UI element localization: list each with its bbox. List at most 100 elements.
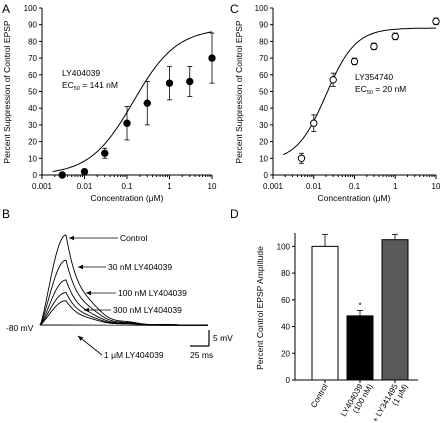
c-x-tick-label: 0.01	[306, 182, 322, 191]
a-ec50-value: = 141 nM	[80, 80, 118, 90]
d-bar	[346, 315, 374, 381]
b-scale-mv: 5 mV	[213, 333, 233, 343]
b-baseline-label: -80 mV	[6, 323, 34, 333]
a-y-tick-label: 30	[28, 121, 37, 130]
a-y-tick-label: 60	[28, 71, 37, 80]
panel-a-chart: 0 10 20 30 40 50 60 70 80 90 100 0.001 0.01 0.1 1 10 C…	[2, 4, 217, 203]
a-y-axis-label: Percent Suppression of Control EPSP	[2, 20, 12, 163]
a-data-point	[58, 171, 66, 179]
d-y-axis-label: Percent Control EPSP Amplitude	[255, 246, 265, 370]
c-y-tick-label: 20	[259, 138, 268, 147]
b-arrowhead	[78, 264, 83, 270]
c-y-tick-label: 90	[259, 21, 268, 30]
c-data-point	[350, 57, 359, 66]
d-y-tick-label: 20	[281, 349, 290, 358]
a-x-axis-label: Concentration (μM)	[91, 193, 164, 203]
a-y-tick-label: 20	[28, 138, 37, 147]
c-y-tick-label: 50	[259, 88, 268, 97]
c-y-tick-label: 40	[259, 104, 268, 113]
b-label-control: Control	[120, 233, 148, 243]
c-y-tick-label: 60	[259, 71, 268, 80]
c-data-point	[310, 119, 318, 127]
c-x-tick-label: 0.1	[349, 182, 361, 191]
b-label-300nm: 300 nM LY404039	[113, 305, 182, 315]
c-y-tick-label: 80	[259, 37, 268, 46]
a-y-tick-label: 0	[33, 171, 38, 180]
c-y-tick-label: 70	[259, 54, 268, 63]
c-compound-label: LY354740	[355, 72, 393, 82]
a-x-tick-label: 0.1	[121, 182, 133, 191]
d-y-tick-label: 80	[281, 269, 290, 278]
d-y-tick-label: 40	[281, 323, 290, 332]
b-epsp-trace	[39, 300, 208, 326]
c-data-point	[391, 32, 399, 41]
b-arrowhead	[86, 290, 91, 296]
c-y-tick-label: 100	[255, 4, 269, 13]
d-y-tick-label: 0	[286, 376, 291, 385]
d-bar	[381, 239, 409, 381]
a-x-tick-label: 0.001	[32, 182, 53, 191]
a-data-point	[143, 99, 151, 107]
b-scale-ms: 25 ms	[190, 350, 213, 360]
a-data-point	[101, 149, 109, 157]
panel-c-chart: 0 10 20 30 40 50 60 70 80 90 100 0.001 0.01 0.1 1 10 C…	[234, 4, 440, 203]
panel-b-traces: -80 mV Control 30 nM LY404039 100 nM LY4…	[6, 233, 233, 360]
a-y-tick-label: 50	[28, 88, 37, 97]
b-arrowhead	[69, 235, 74, 241]
c-data-point	[329, 76, 337, 84]
c-x-tick-label: 10	[432, 182, 440, 191]
a-y-tick-label: 100	[24, 4, 38, 13]
c-x-tick-label: 1	[393, 182, 398, 191]
d-bar	[311, 245, 339, 381]
c-ec50-ec: EC	[355, 84, 367, 94]
panel-c-label: C	[230, 2, 239, 16]
c-ec50-sub: 50	[367, 90, 373, 96]
a-ec50-ec: EC	[62, 80, 74, 90]
a-data-point	[80, 167, 89, 176]
b-label-100nm: 100 nM LY404039	[118, 288, 187, 298]
a-x-tick-label: 10	[208, 182, 217, 191]
a-data-point	[208, 54, 216, 62]
c-x-axis-label: Concentration (μM)	[318, 193, 391, 203]
panel-a-label: A	[2, 2, 10, 16]
b-arrowhead	[78, 336, 84, 341]
c-data-point	[370, 42, 378, 51]
c-x-tick-label: 0.001	[263, 182, 284, 191]
c-data-point	[432, 17, 440, 26]
a-fit-curve	[52, 31, 213, 172]
c-y-tick-label: 10	[259, 154, 268, 163]
d-category-label: Control	[309, 382, 330, 409]
a-y-tick-label: 10	[28, 154, 37, 163]
a-ec50-sub: 50	[74, 86, 80, 92]
b-label-30nm: 30 nM LY404039	[108, 262, 172, 272]
b-arrowhead	[84, 307, 89, 313]
a-y-tick-label: 40	[28, 104, 37, 113]
b-baseline	[39, 324, 209, 326]
b-label-arrow	[77, 335, 103, 356]
a-data-point	[186, 77, 194, 86]
c-data-point	[297, 154, 306, 163]
a-y-tick-label: 80	[28, 37, 37, 46]
c-ec50-label: EC50 = 20 nM	[355, 84, 406, 96]
panel-b-label: B	[2, 207, 10, 221]
c-y-tick-label: 0	[264, 171, 269, 180]
b-label-1um: 1 μM LY404039	[104, 350, 164, 360]
panel-d-label: D	[230, 207, 239, 221]
d-significance-star: *	[358, 302, 361, 311]
a-compound-label: LY404039	[62, 68, 100, 78]
a-ec50-label: EC50 = 141 nM	[62, 80, 118, 92]
c-ec50-value: = 20 nM	[373, 84, 406, 94]
d-y-tick-label: 100	[277, 242, 291, 251]
c-y-axis-label: Percent Suppression of Control EPSP	[234, 20, 244, 163]
a-x-tick-label: 1	[167, 182, 172, 191]
a-data-point	[165, 79, 174, 87]
d-y-tick-label: 60	[281, 296, 290, 305]
a-y-tick-label: 70	[28, 54, 37, 63]
a-y-tick-label: 90	[28, 21, 37, 30]
b-epsp-trace	[39, 279, 208, 326]
a-data-point	[123, 119, 131, 127]
c-y-tick-label: 30	[259, 121, 268, 130]
a-x-tick-label: 0.01	[77, 182, 93, 191]
